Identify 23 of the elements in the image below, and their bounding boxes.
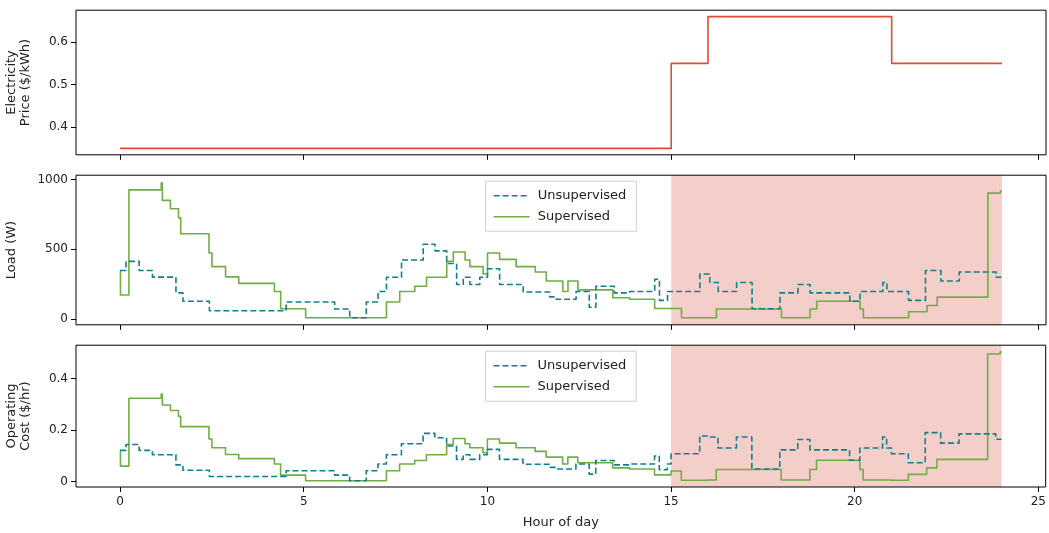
x-tick-label: 0 xyxy=(116,494,124,509)
y-axis-title: Load (W) xyxy=(2,220,18,280)
y-tick-label: 0.4 xyxy=(48,370,68,385)
y-tick-label: 0 xyxy=(60,473,68,488)
y-tick-label: 0 xyxy=(60,311,68,326)
legend-label: Supervised xyxy=(537,208,611,224)
y-axis-title: Electricity Price ($/kWh) xyxy=(2,38,32,127)
y-axis-title: Operating Cost ($/hr) xyxy=(2,381,32,451)
y-tick-label: 0.6 xyxy=(48,34,68,49)
legend-label: Unsupervised xyxy=(537,357,627,373)
y-tick-label: 0.5 xyxy=(48,76,68,91)
x-tick-label: 25 xyxy=(1030,494,1046,509)
y-tick-label: 0.2 xyxy=(48,422,68,437)
y-tick-label: 500 xyxy=(45,241,68,256)
x-tick-label: 10 xyxy=(479,494,496,509)
x-tick-label: 15 xyxy=(663,494,679,509)
x-tick-label: 20 xyxy=(847,494,863,509)
legend-label: Unsupervised xyxy=(537,187,627,203)
legend-label: Supervised xyxy=(537,378,610,394)
y-tick-label: 1000 xyxy=(37,171,68,186)
x-tick-label: 5 xyxy=(299,494,308,509)
y-tick-label: 0.4 xyxy=(48,119,68,134)
x-axis-title: Hour of day xyxy=(522,513,600,529)
